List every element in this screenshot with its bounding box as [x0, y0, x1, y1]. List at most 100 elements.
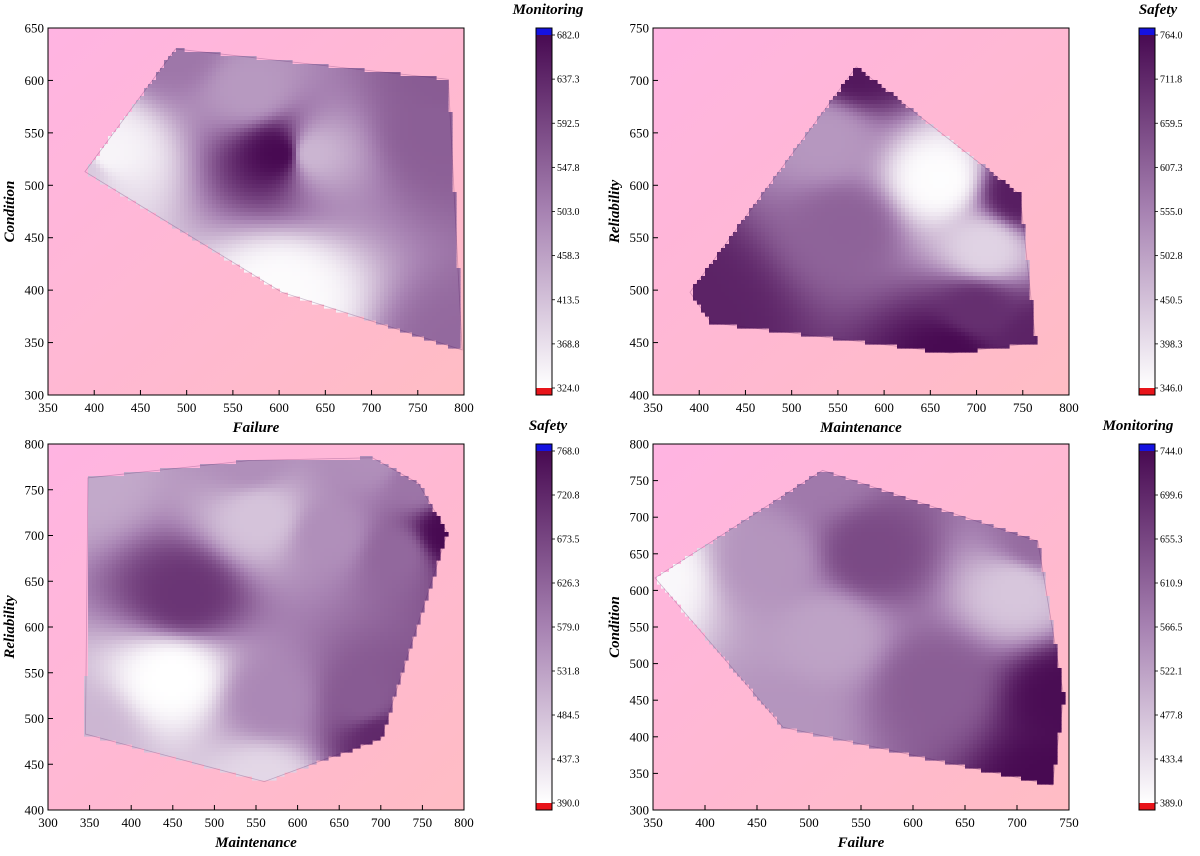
- surface-outline: [654, 469, 1065, 786]
- colorbar-gradient: [1139, 451, 1155, 803]
- colorbar: 390.0 437.3 484.5 531.8 579.0 626.3 673.5 720.8…: [529, 418, 580, 811]
- y-tick-label: 400: [630, 388, 650, 403]
- y-tick-label: 400: [630, 729, 650, 744]
- colorbar-tick-label: 484.5: [557, 711, 580, 722]
- y-tick-label: 300: [25, 388, 45, 403]
- x-tick-label: 550: [828, 400, 848, 415]
- x-tick-label: 450: [747, 815, 767, 830]
- colorbar-tick-label: 579.0: [557, 623, 580, 634]
- x-axis-label: Failure: [232, 420, 280, 436]
- y-tick-label: 500: [630, 283, 650, 298]
- x-tick-label: 750: [1013, 400, 1033, 415]
- y-axis-label: Reliability: [2, 595, 18, 660]
- y-tick-label: 800: [630, 437, 650, 452]
- colorbar: 324.0 368.8 413.5 458.3 503.0 547.8 592.5 637.3…: [512, 2, 584, 396]
- colorbar-tick-label: 437.3: [557, 755, 580, 766]
- x-tick-label: 300: [38, 815, 58, 830]
- colorbar-over-cap: [536, 444, 552, 451]
- surface-outline: [689, 66, 1037, 354]
- colorbar-tick-label: 711.8: [1160, 75, 1182, 86]
- x-tick-label: 500: [177, 400, 197, 415]
- colorbar-under-cap: [1139, 803, 1155, 810]
- colorbar-tick-label: 547.8: [557, 163, 580, 174]
- surface: [693, 68, 1038, 353]
- y-tick-label: 550: [25, 125, 45, 140]
- colorbar-title: Monitoring: [512, 2, 584, 18]
- y-tick-label: 600: [25, 620, 45, 635]
- colorbar-tick-label: 555.0: [1160, 207, 1183, 218]
- colorbar-tick-label: 659.5: [1160, 119, 1183, 130]
- colorbar-tick-label: 626.3: [557, 579, 580, 590]
- y-tick-label: 550: [25, 665, 45, 680]
- colorbar-tick-label: 610.9: [1160, 579, 1183, 590]
- colorbar-tick-label: 522.1: [1160, 667, 1183, 678]
- colorbar-tick-label: 655.3: [1160, 535, 1183, 546]
- y-tick-label: 750: [630, 21, 650, 36]
- x-tick-label: 600: [874, 400, 894, 415]
- y-tick-label: 800: [25, 437, 45, 452]
- x-tick-label: 650: [955, 815, 975, 830]
- surface-outline: [84, 48, 463, 351]
- y-tick-label: 600: [630, 583, 650, 598]
- colorbar-title: Safety: [529, 418, 568, 434]
- x-tick-label: 500: [799, 815, 819, 830]
- colorbar-tick-label: 592.5: [557, 119, 580, 130]
- y-tick-label: 500: [630, 656, 650, 671]
- colorbar-tick-label: 531.8: [557, 667, 580, 678]
- x-tick-label: 400: [695, 815, 715, 830]
- y-tick-label: 550: [630, 620, 650, 635]
- x-tick-label: 500: [782, 400, 802, 415]
- colorbar-tick-label: 503.0: [557, 207, 580, 218]
- colorbar-tick-label: 477.8: [1160, 711, 1183, 722]
- y-tick-label: 700: [630, 73, 650, 88]
- colorbar-under-cap: [536, 803, 552, 810]
- x-tick-label: 600: [903, 815, 923, 830]
- x-axis-label: Maintenance: [214, 835, 297, 851]
- x-tick-label: 500: [205, 815, 225, 830]
- colorbar-gradient: [536, 451, 552, 803]
- y-tick-label: 450: [25, 757, 45, 772]
- y-tick-label: 600: [630, 178, 650, 193]
- colorbar-tick-label: 458.3: [557, 251, 580, 262]
- plot-frame: [652, 27, 1070, 396]
- x-tick-label: 350: [643, 815, 663, 830]
- x-tick-label: 650: [329, 815, 349, 830]
- plot-frame: [47, 27, 465, 396]
- colorbar-tick-label: 699.6: [1160, 491, 1183, 502]
- y-tick-label: 400: [25, 803, 45, 818]
- colorbar-over-cap: [536, 28, 552, 35]
- x-tick-label: 700: [1007, 815, 1027, 830]
- x-tick-label: 400: [121, 815, 141, 830]
- colorbar-gradient: [536, 35, 552, 388]
- colorbar: 346.0 398.3 450.5 502.8 555.0 607.3 659.5 711.8…: [1138, 2, 1183, 396]
- x-tick-label: 750: [408, 400, 428, 415]
- x-tick-label: 450: [736, 400, 756, 415]
- heatmap-panel-3: 300 350 400 450 500 550 600 650 700 750 800 400 450 5…: [2, 418, 580, 851]
- x-tick-label: 450: [131, 400, 151, 415]
- colorbar-tick-label: 368.8: [557, 339, 580, 350]
- x-tick-label: 450: [163, 815, 183, 830]
- x-axis-label: Maintenance: [819, 420, 902, 436]
- x-tick-label: 650: [316, 400, 336, 415]
- x-tick-label: 750: [1059, 815, 1079, 830]
- x-tick-label: 800: [454, 400, 474, 415]
- surface: [88, 48, 461, 349]
- colorbar-tick-label: 764.0: [1160, 31, 1183, 42]
- colorbar-tick-label: 346.0: [1160, 384, 1183, 395]
- x-tick-label: 400: [84, 400, 104, 415]
- x-tick-label: 650: [921, 400, 941, 415]
- surface-outline: [85, 457, 448, 783]
- heatmap-panel-1: 350 400 450 500 550 600 650 700 750 8003003504004…: [2, 2, 584, 436]
- colorbar-tick-label: 637.3: [557, 75, 580, 86]
- y-tick-label: 750: [630, 473, 650, 488]
- x-tick-label: 400: [689, 400, 709, 415]
- y-tick-label: 350: [630, 766, 650, 781]
- colorbar-over-cap: [1139, 28, 1155, 35]
- x-axis-label: Failure: [837, 835, 885, 851]
- x-tick-label: 350: [643, 400, 663, 415]
- colorbar-tick-label: 682.0: [557, 31, 580, 42]
- y-tick-label: 500: [25, 178, 45, 193]
- y-tick-label: 650: [25, 574, 45, 589]
- y-tick-label: 700: [630, 510, 650, 525]
